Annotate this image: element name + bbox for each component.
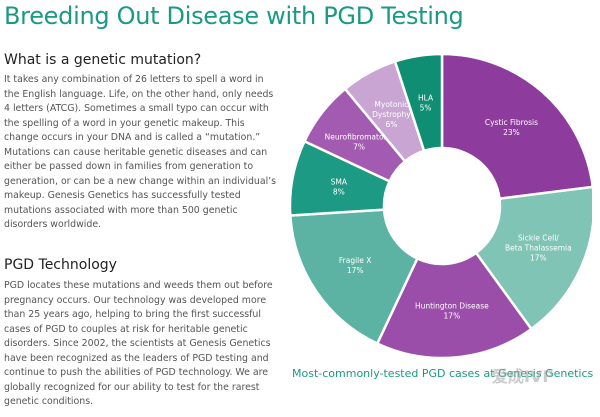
segment-label-fragile-x: Fragile X 17% xyxy=(339,256,372,275)
donut-segment-cystic-fibrosis xyxy=(440,52,592,201)
segment-label-sma: SMA 8% xyxy=(331,177,348,196)
segment-label-cystic-fibrosis: Cystic Fibrosis 23% xyxy=(485,118,538,137)
section-heading-genetic-mutation: What is a genetic mutation? xyxy=(4,52,202,68)
donut-segment-fragile-x xyxy=(288,208,419,346)
segment-label-sickle-cell-beta-thalassemia: Sickle Cell/Beta Thalassemia 17% xyxy=(505,234,572,263)
donut-segment-huntington-disease xyxy=(375,251,534,360)
section-body-pgd-technology: PGD locates these mutations and weeds th… xyxy=(4,280,273,407)
donut-chart: Cystic Fibrosis 23% Sickle Cell/Beta Thala… xyxy=(288,52,592,360)
segment-label-huntington-disease: Huntington Disease 17% xyxy=(415,302,489,321)
page-title: Breeding Out Disease with PGD Testing xyxy=(4,2,464,30)
segment-label-hla: HLA 5% xyxy=(418,93,434,112)
watermark-logo: 爱成IVF xyxy=(492,367,554,386)
chart-caption: Most-commonly-tested PGD cases at Genesi… xyxy=(292,367,594,380)
segment-label-myotonic-dystrophy: Myotonic Dystrophy 6% xyxy=(372,100,411,129)
section-heading-pgd-technology: PGD Technology xyxy=(4,257,117,273)
section-body-genetic-mutation: It takes any combination of 26 letters t… xyxy=(4,74,277,230)
segment-label-neurofibromatosis: Neurofibromatosis 7% xyxy=(325,133,394,152)
donut-segment-sickle-cell-beta-thalassemia xyxy=(474,185,592,331)
donut-segment-hla xyxy=(393,52,444,153)
